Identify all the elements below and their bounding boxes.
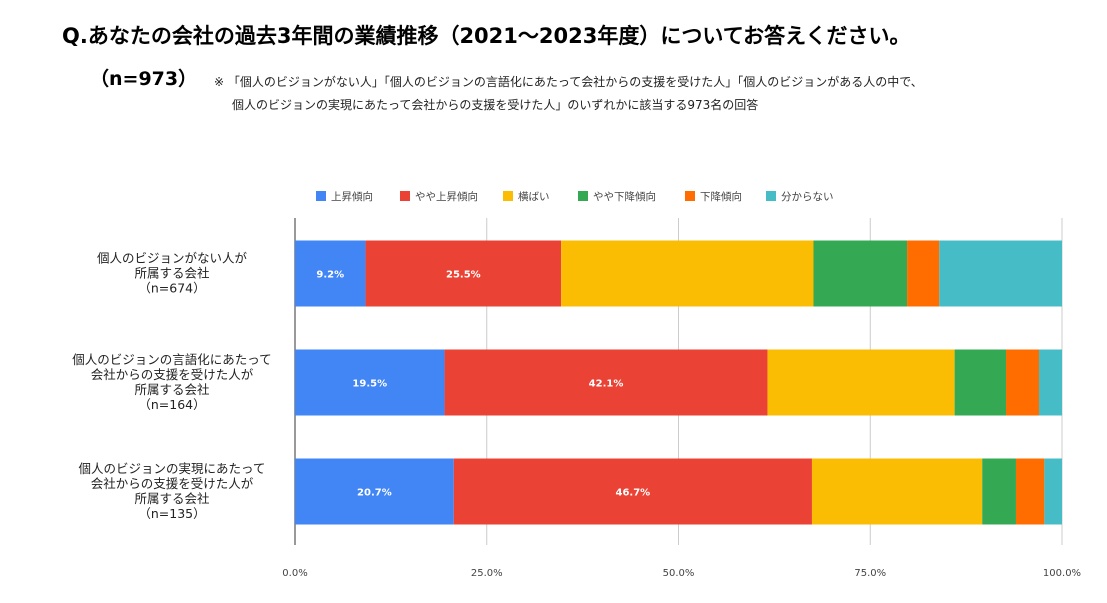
bar-segment	[561, 240, 814, 307]
legend-swatch-2	[503, 191, 513, 201]
data-label: 46.7%	[616, 488, 651, 499]
bar-segment	[939, 240, 1062, 307]
data-label: 25.5%	[446, 270, 481, 281]
legend-swatch-1	[400, 191, 410, 201]
category-label: 会社からの支援を受けた人が	[91, 367, 254, 382]
x-tick-label: 50.0%	[663, 568, 695, 579]
bar-segment	[811, 458, 983, 525]
legend-label-4: 下降傾向	[700, 190, 742, 203]
legend-swatch-5	[766, 191, 776, 201]
legend-swatch-4	[685, 191, 695, 201]
data-label: 9.2%	[316, 270, 344, 281]
legend-label-3: やや下降傾向	[593, 190, 656, 203]
x-tick-label: 100.0%	[1043, 568, 1081, 579]
bar-segment	[1006, 349, 1039, 416]
note-line-1: ※ 「個人のビジョンがない人」「個人のビジョンの言語化にあたって会社からの支援を…	[214, 75, 923, 89]
bar-segment	[295, 240, 366, 307]
data-label: 19.5%	[352, 379, 387, 390]
bar-segment	[295, 349, 445, 416]
bar-segment	[1044, 458, 1062, 525]
data-label: 20.7%	[357, 488, 392, 499]
sample-size: （n=973）	[90, 68, 198, 90]
legend-swatch-0	[316, 191, 326, 201]
x-tick-label: 25.0%	[471, 568, 503, 579]
category-label: 個人のビジョンがない人が	[97, 251, 248, 266]
category-label: 会社からの支援を受けた人が	[91, 476, 254, 491]
bar-segment	[982, 458, 1016, 525]
legend-label-0: 上昇傾向	[331, 190, 373, 203]
legend-label-2: 横ばい	[518, 190, 550, 203]
bar-segment	[1038, 349, 1062, 416]
category-label: 所属する会社	[134, 266, 209, 281]
bar-segment	[453, 458, 812, 525]
bar-segment	[1015, 458, 1045, 525]
legend-label-1: やや上昇傾向	[415, 190, 478, 203]
bar-segment	[954, 349, 1007, 416]
category-label: 所属する会社	[134, 382, 209, 397]
bar-segment	[444, 349, 768, 416]
category-label: （n=135）	[138, 506, 205, 521]
bar-segment	[907, 240, 940, 307]
category-label: （n=674）	[138, 281, 205, 296]
category-label: （n=164）	[138, 397, 205, 412]
x-tick-label: 75.0%	[854, 568, 886, 579]
x-tick-label: 0.0%	[282, 568, 307, 579]
legend-swatch-3	[578, 191, 588, 201]
note-line-2: 個人のビジョンの実現にあたって会社からの支援を受けた人」のいずれかに該当する97…	[232, 98, 759, 112]
bar-segment	[813, 240, 908, 307]
data-label: 42.1%	[589, 379, 624, 390]
bar-segment	[295, 458, 454, 525]
bar-segment	[365, 240, 562, 307]
category-label: 個人のビジョンの実現にあたって	[79, 461, 266, 476]
question-title: Q.あなたの会社の過去3年間の業績推移（2021～2023年度）についてお答えく…	[62, 24, 911, 48]
bar-segment	[767, 349, 955, 416]
legend-label-5: 分からない	[781, 191, 834, 203]
category-label: 所属する会社	[134, 491, 209, 506]
category-label: 個人のビジョンの言語化にあたって	[72, 352, 271, 367]
